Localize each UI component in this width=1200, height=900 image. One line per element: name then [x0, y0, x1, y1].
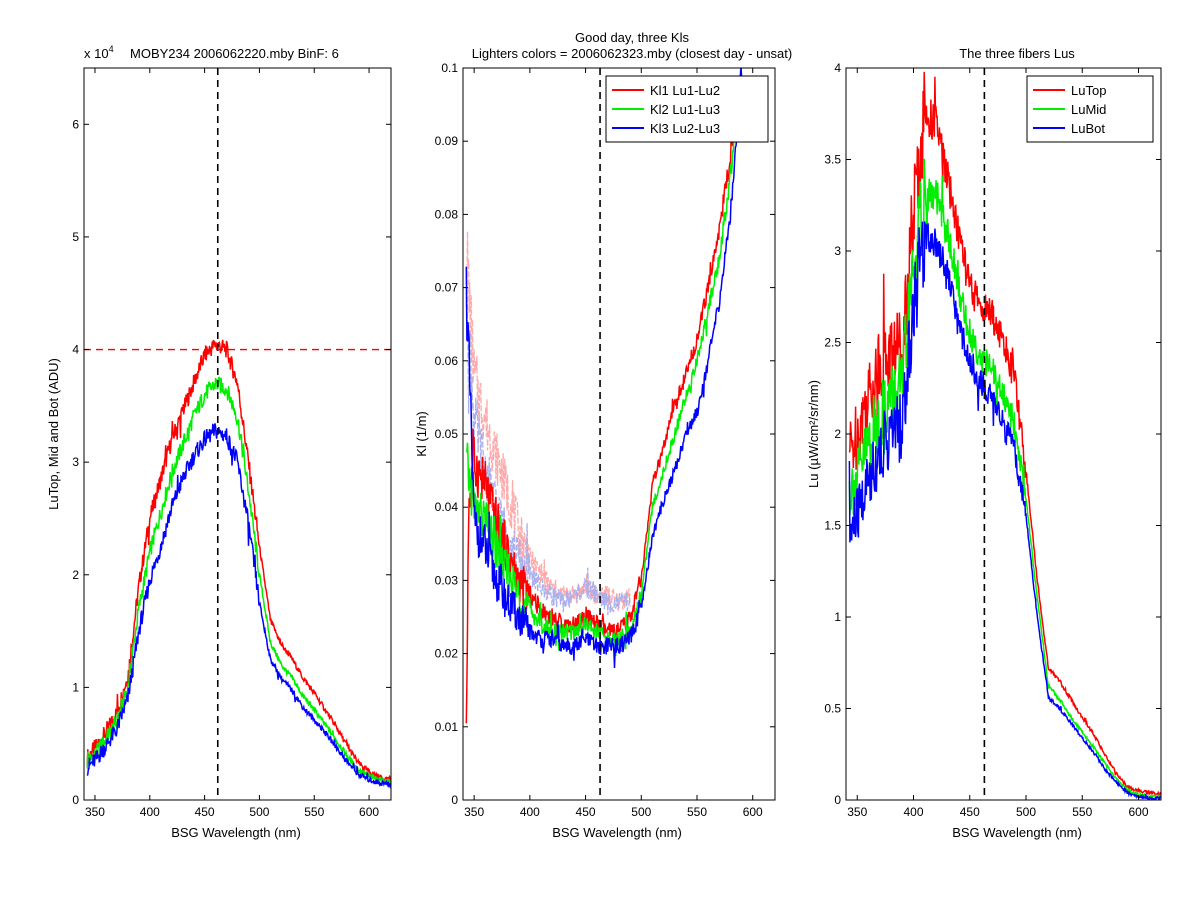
y-tick-label: 3.5 [824, 153, 841, 167]
y-tick-label: 0.08 [435, 207, 459, 221]
legend-entry: Kl1 Lu1-Lu2 [650, 83, 720, 98]
series-line-bot [86, 423, 391, 789]
y-tick-label: 0.06 [435, 354, 459, 368]
series-line-bot [848, 221, 1161, 800]
x-tick-label: 350 [847, 805, 867, 819]
panel1-ylabel: LuTop, Mid and Bot (ADU) [46, 358, 61, 510]
x-tick-label: 350 [464, 805, 484, 819]
y-tick-label: 0.04 [435, 500, 459, 514]
panel1-xlabel: BSG Wavelength (nm) [171, 825, 301, 840]
series-line-mid [86, 376, 391, 787]
y-tick-label: 5 [72, 230, 79, 244]
legend-entry: LuBot [1071, 121, 1105, 136]
panel1-title: MOBY234 2006062220.mby BinF: 6 [130, 46, 339, 61]
axes-frame [83, 67, 392, 801]
y-tick-label: 0.05 [435, 427, 459, 441]
y-tick-label: 0.02 [435, 647, 459, 661]
series-line-top [86, 339, 391, 787]
y-tick-label: 0.5 [824, 702, 841, 716]
series-line-kl3 [465, 68, 743, 669]
x-tick-label: 450 [576, 805, 596, 819]
series-line-light3 [465, 269, 631, 616]
x-tick-label: 550 [687, 805, 707, 819]
legend-entry: LuTop [1071, 83, 1106, 98]
x-tick-label: 500 [1016, 805, 1036, 819]
series-line-mid [848, 158, 1161, 800]
panel-lu-physical: The three fibers Lus BSG Wavelength (nm)… [806, 46, 1162, 840]
plot-area [848, 68, 1161, 800]
y-tick-label: 0.1 [441, 61, 458, 75]
y-tick-label: 2 [834, 427, 841, 441]
legend-entry: Kl3 Lu2-Lu3 [650, 121, 720, 136]
x-tick-label: 400 [140, 805, 160, 819]
legend: LuTop LuMid LuBot [1026, 75, 1154, 143]
x-tick-label: 600 [743, 805, 763, 819]
panel3-title: The three fibers Lus [959, 46, 1075, 61]
y-tick-label: 0 [72, 793, 79, 807]
x-tick-label: 450 [195, 805, 215, 819]
x-tick-label: 400 [520, 805, 540, 819]
y-tick-label: 4 [834, 61, 841, 75]
x-tick-label: 550 [304, 805, 324, 819]
y-tick-label: 3 [72, 455, 79, 469]
y-tick-label: 1 [72, 680, 79, 694]
y-tick-label: 3 [834, 244, 841, 258]
x-tick-label: 600 [1128, 805, 1148, 819]
x-tick-label: 450 [960, 805, 980, 819]
panel2-title: Good day, three Kls [575, 30, 689, 45]
panel-lu-adu: x 104 MOBY234 2006062220.mby BinF: 6 BSG… [46, 44, 392, 840]
plot-area [465, 68, 743, 800]
legend-entry: Kl2 Lu1-Lu3 [650, 102, 720, 117]
legend-entry: LuMid [1071, 102, 1106, 117]
y-tick-label: 2.5 [824, 336, 841, 350]
y-tick-label: 0.09 [435, 134, 459, 148]
y-tick-label: 0 [834, 793, 841, 807]
x-tick-label: 500 [249, 805, 269, 819]
y-tick-label: 0.07 [435, 281, 459, 295]
x-tick-label: 550 [1072, 805, 1092, 819]
y-tick-label: 0.01 [435, 720, 459, 734]
panel2-xlabel: BSG Wavelength (nm) [552, 825, 682, 840]
x-tick-label: 350 [85, 805, 105, 819]
y-tick-label: 0 [451, 793, 458, 807]
y-tick-label: 6 [72, 117, 79, 131]
plot-area [84, 68, 391, 800]
x-tick-label: 600 [359, 805, 379, 819]
legend: Kl1 Lu1-Lu2 Kl2 Lu1-Lu3 Kl3 Lu2-Lu3 [605, 75, 769, 143]
y-tick-label: 0.03 [435, 573, 459, 587]
panel2-subtitle: Lighters colors = 2006062323.mby (closes… [472, 46, 792, 61]
y-tick-label: 2 [72, 568, 79, 582]
x-tick-label: 500 [631, 805, 651, 819]
y-tick-label: 4 [72, 343, 79, 357]
y-tick-label: 1 [834, 610, 841, 624]
panel3-ylabel: Lu (µW/cm²/sr/nm) [806, 380, 821, 488]
y-tick-label: 1.5 [824, 519, 841, 533]
x-tick-label: 400 [903, 805, 923, 819]
panel-kl: Good day, three Kls Lighters colors = 20… [414, 30, 792, 840]
exponent-label: x 104 [84, 44, 114, 61]
panel3-xlabel: BSG Wavelength (nm) [952, 825, 1082, 840]
panel2-ylabel: Kl (1/m) [414, 411, 429, 457]
